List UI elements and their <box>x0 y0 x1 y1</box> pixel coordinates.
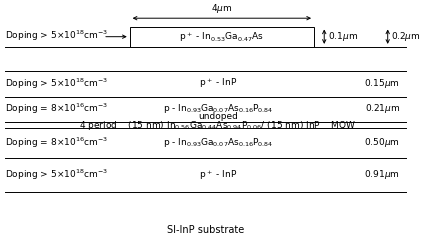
Text: Doping > 5×10$^{18}$cm$^{-3}$: Doping > 5×10$^{18}$cm$^{-3}$ <box>5 168 108 182</box>
Text: Doping = 8×10$^{16}$cm$^{-3}$: Doping = 8×10$^{16}$cm$^{-3}$ <box>5 102 108 116</box>
Text: p$^+$ - InP: p$^+$ - InP <box>198 76 237 90</box>
Text: Doping = 8×10$^{16}$cm$^{-3}$: Doping = 8×10$^{16}$cm$^{-3}$ <box>5 135 108 150</box>
Text: p - In$_{0.93}$Ga$_{0.07}$As$_{0.16}$P$_{0.84}$: p - In$_{0.93}$Ga$_{0.07}$As$_{0.16}$P$_… <box>162 102 273 115</box>
Text: 0.15$\mu$m: 0.15$\mu$m <box>364 77 400 90</box>
Text: 0.50$\mu$m: 0.50$\mu$m <box>364 136 400 149</box>
Bar <box>130 27 314 47</box>
Text: p - In$_{0.93}$Ga$_{0.07}$As$_{0.16}$P$_{0.84}$: p - In$_{0.93}$Ga$_{0.07}$As$_{0.16}$P$_… <box>162 136 273 149</box>
Text: 4 period    (15 nm) In$_{0.56}$Ga$_{0.44}$As$_{0.94}$P$_{0.06}$/ (15 nm) InP    : 4 period (15 nm) In$_{0.56}$Ga$_{0.44}$A… <box>79 119 356 131</box>
Text: 0.21$\mu$m: 0.21$\mu$m <box>365 102 400 115</box>
Text: Doping > 5×10$^{18}$cm$^{-3}$: Doping > 5×10$^{18}$cm$^{-3}$ <box>5 28 108 43</box>
Text: Doping > 5×10$^{18}$cm$^{-3}$: Doping > 5×10$^{18}$cm$^{-3}$ <box>5 76 108 90</box>
Text: SI-InP substrate: SI-InP substrate <box>167 225 244 235</box>
Text: 0.2$\mu$m: 0.2$\mu$m <box>391 30 421 43</box>
Text: undoped: undoped <box>198 112 238 121</box>
Text: p$^+$ - In$_{0.53}$Ga$_{0.47}$As: p$^+$ - In$_{0.53}$Ga$_{0.47}$As <box>179 30 264 44</box>
Text: 4$\mu$m: 4$\mu$m <box>211 2 232 15</box>
Text: 0.1$\mu$m: 0.1$\mu$m <box>328 30 357 43</box>
Text: 0.91$\mu$m: 0.91$\mu$m <box>364 168 400 181</box>
Text: p$^+$ - InP: p$^+$ - InP <box>198 168 237 182</box>
